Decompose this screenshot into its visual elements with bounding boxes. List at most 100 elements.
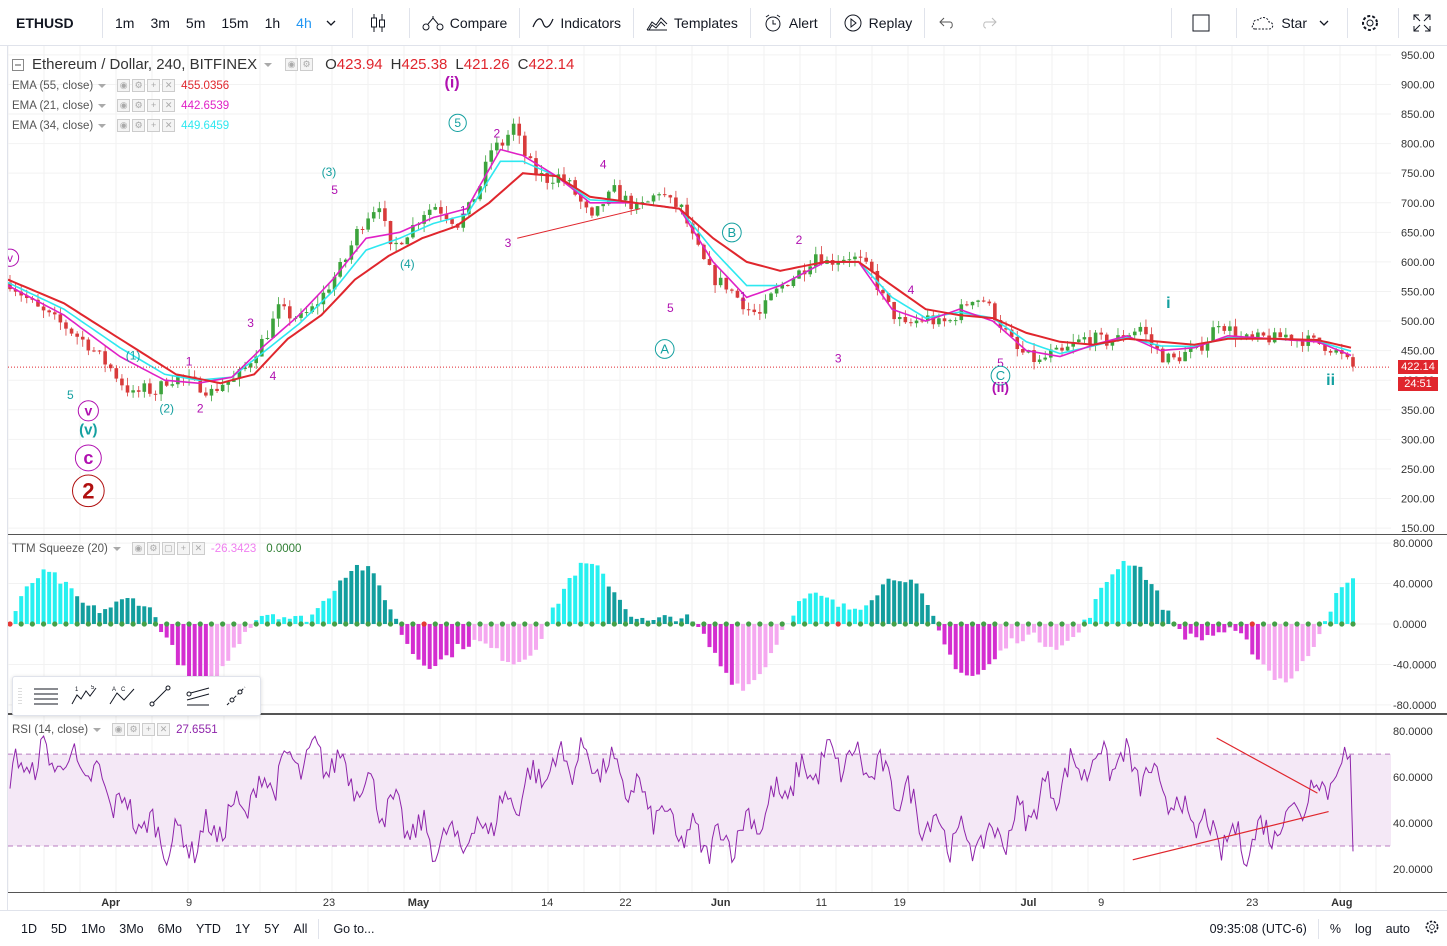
- ttm-squeeze-chart[interactable]: [8, 535, 1391, 713]
- compare-button[interactable]: Compare: [414, 0, 516, 46]
- replay-button[interactable]: Replay: [835, 0, 921, 46]
- ttm-bar: [679, 618, 684, 624]
- visibility-icon[interactable]: ◉: [117, 119, 131, 132]
- interval-1h[interactable]: 1h: [264, 14, 281, 31]
- interval-1m[interactable]: 1m: [115, 14, 135, 31]
- remove-icon[interactable]: ✕: [162, 99, 176, 112]
- ttm-squeeze-dot: [1272, 621, 1278, 627]
- ttm-bar: [1311, 624, 1316, 647]
- remove-icon[interactable]: ✕: [162, 119, 176, 132]
- visibility-icon[interactable]: ◉: [112, 723, 126, 736]
- settings-icon[interactable]: ⚙: [146, 542, 160, 555]
- range-1y[interactable]: 1Y: [234, 921, 251, 936]
- ray-tool[interactable]: [217, 677, 255, 715]
- fullscreen-box-button[interactable]: [1176, 0, 1232, 46]
- chevron-down-icon[interactable]: [97, 82, 107, 90]
- range-6mo[interactable]: 6Mo: [157, 921, 182, 936]
- chevron-down-icon[interactable]: [97, 122, 107, 130]
- interval-dropdown[interactable]: [320, 0, 348, 46]
- star-button[interactable]: Star: [1241, 0, 1343, 46]
- range-5y[interactable]: 5Y: [264, 921, 280, 936]
- visibility-icon[interactable]: ◉: [131, 542, 145, 555]
- chevron-down-icon[interactable]: [112, 545, 122, 553]
- symbol-search[interactable]: ETHUSD: [16, 14, 74, 31]
- ttm-bar: [987, 624, 992, 665]
- interval-3m[interactable]: 3m: [150, 14, 170, 31]
- trend-line-tool[interactable]: [141, 677, 179, 715]
- goto-button[interactable]: Go to...: [333, 921, 375, 936]
- price-scale[interactable]: 950.00 900.00 850.00 800.00 750.00 700.00 650.…: [1391, 46, 1447, 892]
- channel-tool[interactable]: [179, 677, 217, 715]
- settings-button[interactable]: [1352, 0, 1394, 46]
- axis-settings-button[interactable]: [1417, 919, 1447, 938]
- drag-handle[interactable]: [13, 677, 27, 715]
- pane-divider[interactable]: [8, 534, 1447, 535]
- wave-label: 4: [600, 157, 607, 171]
- range-3mo[interactable]: 3Mo: [119, 921, 144, 936]
- ohlc-close-value: 422.14: [528, 56, 575, 73]
- candle-body: [1132, 331, 1137, 336]
- source-icon[interactable]: ▢: [161, 542, 175, 555]
- auto-toggle[interactable]: auto: [1385, 921, 1410, 936]
- legend-controls[interactable]: ◉ ⚙ + ✕: [117, 99, 176, 112]
- clock[interactable]: 09:35:08 (UTC-6): [1209, 921, 1307, 936]
- candle-body: [237, 369, 242, 379]
- chevron-down-icon[interactable]: [97, 102, 107, 110]
- time-axis[interactable]: Apr 9 23 May 14 22 Jun 11 19 Jul 9 23 Aug: [8, 892, 1391, 910]
- undo-button[interactable]: [929, 0, 971, 46]
- range-5d[interactable]: 5D: [50, 921, 67, 936]
- remove-icon[interactable]: ✕: [157, 723, 171, 736]
- add-icon[interactable]: +: [147, 119, 161, 132]
- add-icon[interactable]: +: [176, 542, 190, 555]
- pane-divider[interactable]: [8, 713, 1447, 715]
- settings-icon[interactable]: ⚙: [132, 99, 146, 112]
- settings-icon[interactable]: ⚙: [127, 723, 141, 736]
- percent-toggle[interactable]: %: [1329, 921, 1341, 936]
- ttm-bar: [869, 600, 874, 624]
- visibility-icon[interactable]: ◉: [117, 99, 131, 112]
- add-icon[interactable]: +: [142, 723, 156, 736]
- ttm-bar: [852, 608, 857, 624]
- visibility-icon[interactable]: ◉: [117, 79, 131, 92]
- range-1mo[interactable]: 1Mo: [80, 921, 106, 936]
- range-1d[interactable]: 1D: [21, 921, 37, 936]
- redo-button[interactable]: [971, 0, 1013, 46]
- fullscreen-button[interactable]: [1403, 0, 1447, 46]
- interval-5m[interactable]: 5m: [185, 14, 206, 31]
- settings-icon[interactable]: ⚙: [132, 79, 146, 92]
- remove-icon[interactable]: ✕: [162, 79, 176, 92]
- alert-button[interactable]: Alert: [755, 0, 826, 46]
- indicators-button[interactable]: Indicators: [524, 0, 629, 46]
- collapse-icon[interactable]: [12, 58, 24, 71]
- legend-controls[interactable]: ◉ ⚙ + ✕: [117, 79, 176, 92]
- price-chart[interactable]: v(1) 1(2) 234(3)5(4)(i)521345AB12345C(ii)i…: [8, 46, 1391, 534]
- legend-controls[interactable]: ◉ ⚙: [285, 58, 314, 71]
- remove-icon[interactable]: ✕: [191, 542, 205, 555]
- chart-style-button[interactable]: [357, 0, 405, 46]
- log-toggle[interactable]: log: [1354, 921, 1372, 936]
- legend-controls[interactable]: ◉ ⚙ ▢ + ✕: [131, 542, 205, 555]
- range-all[interactable]: All: [293, 921, 308, 936]
- ttm-bar: [293, 616, 298, 624]
- legend-controls[interactable]: ◉ ⚙ + ✕: [117, 119, 176, 132]
- range-ytd[interactable]: YTD: [195, 921, 221, 936]
- visibility-icon[interactable]: ◉: [285, 58, 299, 71]
- templates-button[interactable]: Templates: [638, 0, 746, 46]
- interval-15m[interactable]: 15m: [221, 14, 249, 31]
- legend-controls[interactable]: ◉ ⚙ + ✕: [112, 723, 171, 736]
- add-icon[interactable]: +: [147, 99, 161, 112]
- candle-body: [1104, 334, 1109, 346]
- interval-4h[interactable]: 4h: [296, 14, 312, 31]
- chevron-down-icon[interactable]: [263, 61, 273, 69]
- trend-line-icon: [149, 685, 171, 707]
- candle-body: [545, 173, 549, 183]
- settings-icon[interactable]: ⚙: [132, 119, 146, 132]
- settings-icon[interactable]: ⚙: [300, 58, 314, 71]
- chevron-down-icon[interactable]: [92, 726, 102, 734]
- rsi-chart[interactable]: [8, 715, 1391, 892]
- fib-tool[interactable]: [27, 677, 65, 715]
- add-icon[interactable]: +: [147, 79, 161, 92]
- candle-body: [489, 150, 494, 162]
